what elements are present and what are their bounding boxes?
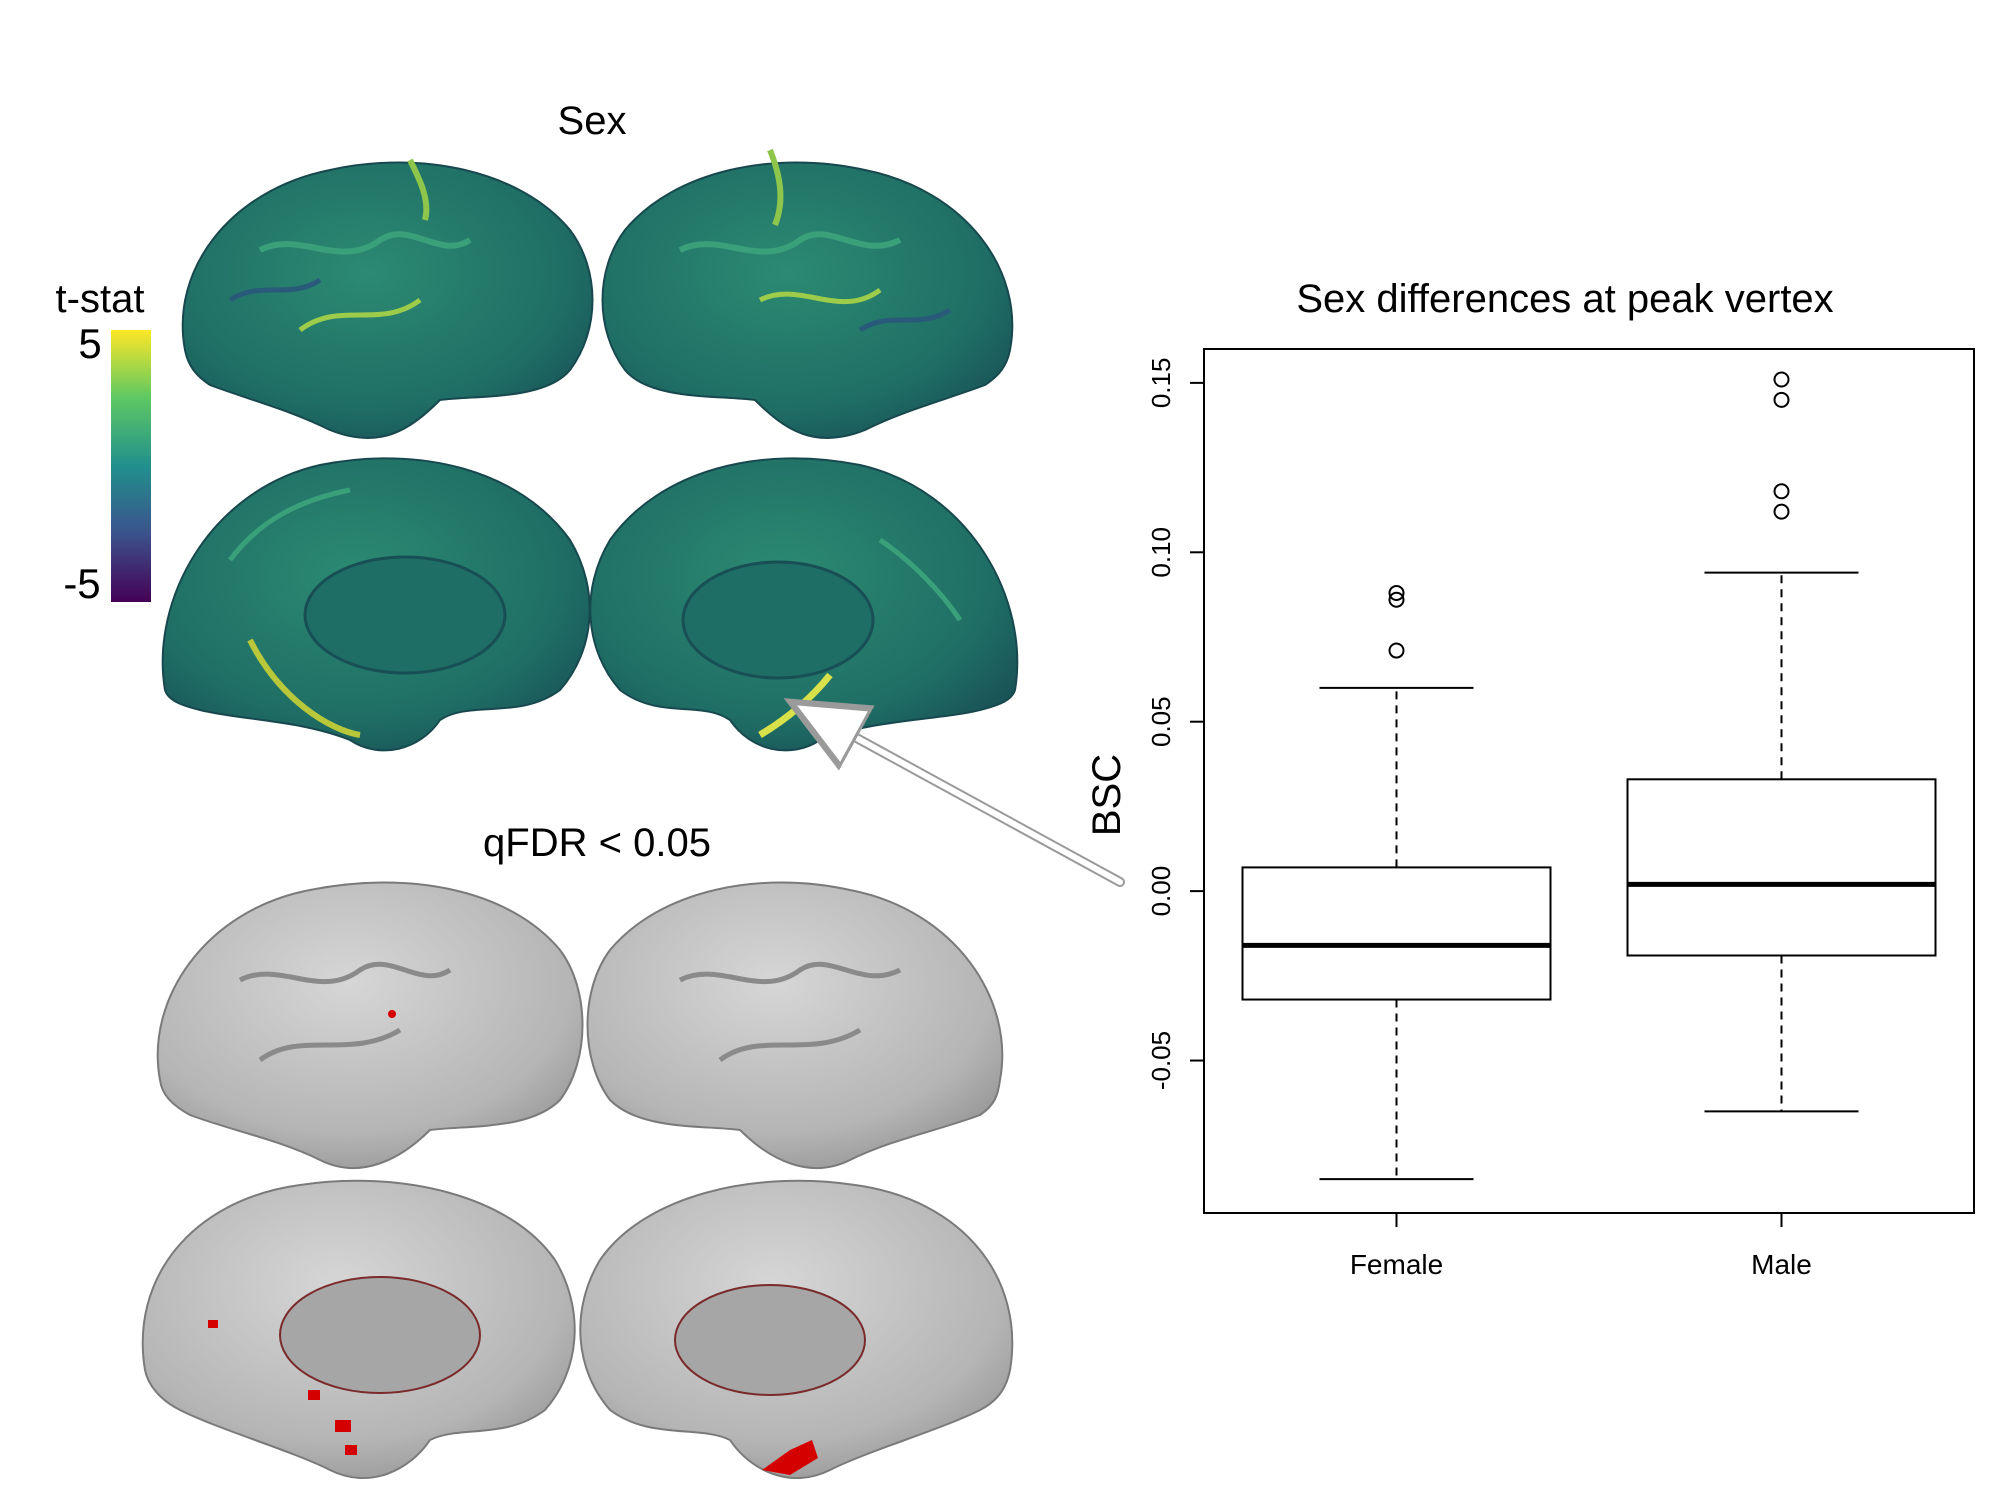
y-tick-label: -0.05 xyxy=(1146,1031,1176,1090)
y-tick-label: 0.05 xyxy=(1146,696,1176,747)
brain-panel-title: Sex xyxy=(558,99,627,143)
brain-stat-medial-left xyxy=(161,457,591,752)
colorbar-max-label: 5 xyxy=(78,320,101,367)
chart-title: Sex differences at peak vertex xyxy=(1296,277,1833,321)
box-female xyxy=(1241,584,1552,1181)
x-tick-label: Female xyxy=(1350,1249,1443,1280)
brain-stat-lateral-right xyxy=(601,148,1014,439)
plot-frame xyxy=(1203,348,1975,1214)
x-axis: Female Male xyxy=(1350,1213,1812,1280)
brain-stat-lateral-left xyxy=(181,158,594,439)
significant-cluster xyxy=(345,1445,357,1455)
y-axis-label: BSC xyxy=(1085,754,1129,836)
colorbar xyxy=(111,330,151,602)
significant-cluster xyxy=(335,1420,351,1432)
outlier-point xyxy=(1773,391,1790,408)
outlier-point xyxy=(1388,584,1405,601)
significant-cluster xyxy=(308,1390,320,1400)
colorbar-min-label: -5 xyxy=(63,560,100,607)
y-tick-label: 0.15 xyxy=(1146,358,1176,409)
outlier-point xyxy=(1773,483,1790,500)
peak-vertex-arrow-fill xyxy=(842,730,1123,885)
significant-cluster xyxy=(762,1440,818,1475)
boxes xyxy=(1241,371,1937,1181)
boxplot: Sex differences at peak vertex BSC -0.05… xyxy=(1085,277,1975,1280)
threshold-panel-title: qFDR < 0.05 xyxy=(483,821,711,865)
y-tick-label: 0.10 xyxy=(1146,527,1176,578)
box-iqr xyxy=(1626,778,1937,957)
brain-threshold-medial-right xyxy=(579,1179,1014,1479)
x-tick-label: Male xyxy=(1751,1249,1812,1280)
significant-cluster xyxy=(388,1010,396,1018)
outlier-point xyxy=(1388,642,1405,659)
brain-stat-medial-right xyxy=(589,457,1019,752)
box-male xyxy=(1626,371,1937,1113)
outlier-point xyxy=(1773,503,1790,520)
y-tick-label: 0.00 xyxy=(1146,866,1176,917)
box-iqr xyxy=(1241,866,1552,1001)
outlier-point xyxy=(1773,371,1790,388)
brain-threshold-lateral-right xyxy=(586,881,1004,1169)
brain-threshold-medial-left xyxy=(141,1179,576,1479)
significant-cluster xyxy=(208,1320,218,1328)
colorbar-label: t-stat xyxy=(56,277,145,321)
y-axis: -0.05 0.00 0.05 0.10 0.15 xyxy=(1146,358,1204,1090)
outlier-point xyxy=(1388,591,1405,608)
brain-threshold-lateral-left xyxy=(156,881,584,1169)
